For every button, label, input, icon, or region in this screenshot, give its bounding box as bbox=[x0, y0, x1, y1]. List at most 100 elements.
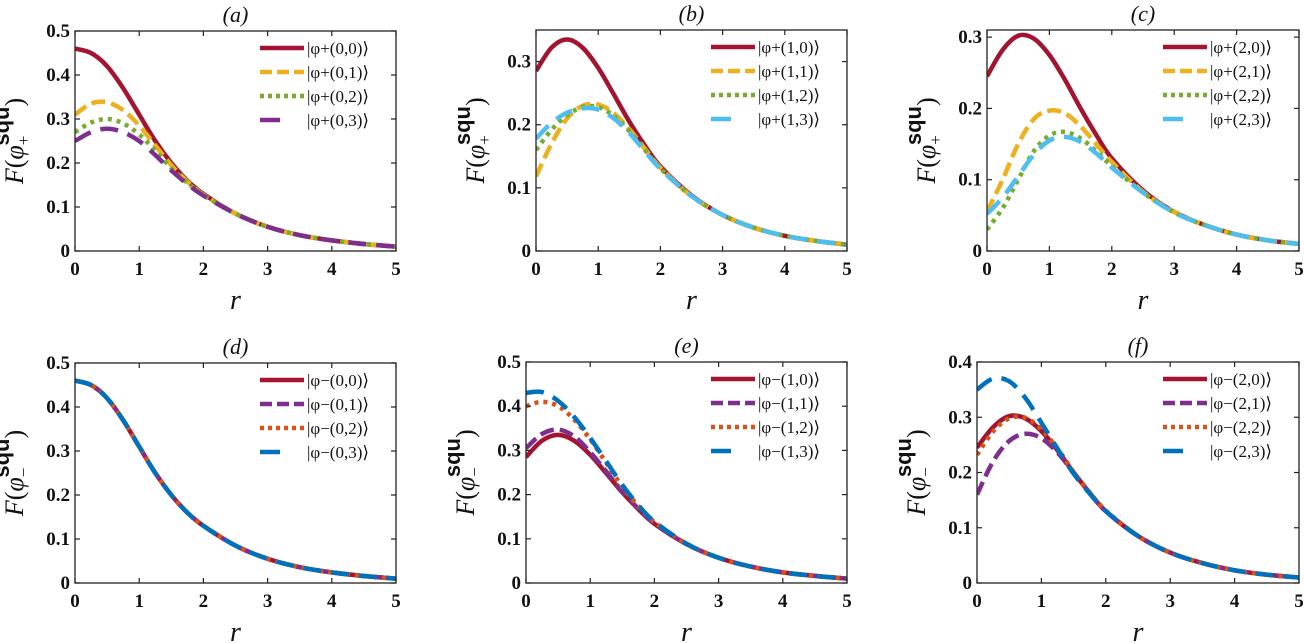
y-axis-label: F(φ+squ) bbox=[450, 97, 494, 184]
series-line-3 bbox=[536, 105, 847, 247]
series-line-3 bbox=[526, 389, 847, 581]
x-axis-label: r bbox=[230, 285, 241, 316]
series-line-0 bbox=[977, 413, 1299, 580]
legend-label: |φ−(0,0)⟩ bbox=[307, 371, 369, 390]
x-tick-label: 3 bbox=[1165, 591, 1175, 612]
y-axis-label: F(φ+squ) bbox=[901, 97, 945, 184]
y-label-phi: φ bbox=[912, 145, 941, 159]
y-axis-label: F(φ+squ) bbox=[0, 98, 33, 185]
panel-title: (d) bbox=[223, 334, 249, 359]
x-tick-label: 3 bbox=[714, 591, 724, 612]
x-tick-label: 4 bbox=[1230, 591, 1240, 612]
panel-title: (a) bbox=[223, 2, 249, 27]
x-tick-label: 3 bbox=[1169, 259, 1179, 280]
series-group bbox=[977, 375, 1299, 580]
legend-label: |φ+(2,1)⟩ bbox=[1210, 62, 1272, 81]
legend: |φ+(0,0)⟩ |φ+(0,1)⟩ |φ+(0,2)⟩ |φ+(0,3)⟩ bbox=[260, 39, 369, 130]
y-label-phi: φ bbox=[0, 145, 29, 159]
panel-c: (c)0 1 2 3 4 500.10.20.3rF(φ+squ)|φ+(2,0)⟩|φ+… bbox=[901, 1, 1304, 316]
legend-label: |φ+(0,2)⟩ bbox=[307, 87, 369, 106]
series-line-3 bbox=[987, 134, 1299, 247]
y-tick-label: 0.1 bbox=[507, 178, 531, 199]
x-tick-label: 1 bbox=[593, 259, 603, 280]
x-tick-label: 0 bbox=[521, 591, 531, 612]
x-tick-label: 4 bbox=[780, 259, 790, 280]
y-tick-label: 0.4 bbox=[497, 396, 521, 417]
y-tick-label: 0.2 bbox=[497, 485, 521, 506]
plot-frame bbox=[535, 29, 848, 252]
y-label-paren-open: ( bbox=[902, 491, 931, 500]
x-tick-label: 0 bbox=[70, 591, 80, 612]
x-tick-label: 1 bbox=[1045, 259, 1055, 280]
x-tick-label: 5 bbox=[842, 259, 852, 280]
series-line-2 bbox=[75, 116, 396, 249]
legend: |φ−(0,0)⟩ |φ−(0,1)⟩ |φ−(0,2)⟩ |φ−(0,3)⟩ bbox=[260, 371, 369, 462]
legend-label: |φ−(0,3)⟩ bbox=[307, 443, 369, 462]
panel-d: (d) 0 1 2 3 4 5 0 0.1 0.2 0.3 0.4 0.5 r F(φ−squ) |φ−(0,… bbox=[0, 334, 401, 643]
x-tick-label: 3 bbox=[263, 259, 273, 280]
y-tick-label: 0.5 bbox=[497, 352, 521, 373]
y-tick-label: 0.2 bbox=[507, 115, 531, 136]
y-label-F: F bbox=[912, 167, 941, 185]
legend-label: |φ−(0,1)⟩ bbox=[307, 395, 369, 414]
y-tick-label: 0.2 bbox=[958, 98, 982, 119]
legend-label: |φ−(0,2)⟩ bbox=[307, 419, 369, 438]
y-label-sup: squ bbox=[0, 439, 14, 478]
x-tick-label: 0 bbox=[972, 591, 982, 612]
y-axis-label: F(φ−squ) bbox=[440, 429, 484, 516]
plot-frame bbox=[74, 362, 397, 584]
series-line-3 bbox=[75, 378, 396, 581]
panel-title: (f) bbox=[1128, 333, 1149, 358]
legend: |φ+(1,0)⟩ |φ+(1,1)⟩ |φ+(1,2)⟩ |φ+(1,3)⟩ bbox=[711, 38, 820, 129]
x-tick-label: 1 bbox=[134, 591, 144, 612]
panel-title: (c) bbox=[1131, 1, 1155, 26]
y-label-paren-open: ( bbox=[451, 491, 480, 500]
y-label-phi: φ bbox=[461, 145, 490, 159]
legend-label: |φ−(1,3)⟩ bbox=[758, 442, 820, 461]
legend-label: |φ−(1,0)⟩ bbox=[758, 370, 820, 389]
y-label-paren-close: ) bbox=[912, 97, 941, 106]
panel-f: (f) 0 1 2 3 4 5 0 0.1 0.2 0.3 0.4 r F(φ−squ) |φ−(2,0)⟩… bbox=[891, 333, 1304, 643]
y-label-paren-close: ) bbox=[902, 429, 931, 438]
x-tick-label: 5 bbox=[391, 591, 401, 612]
y-label-paren-open: ( bbox=[461, 159, 490, 168]
legend: |φ+(2,0)⟩ |φ+(2,1)⟩ |φ+(2,2)⟩ |φ+(2,3)⟩ bbox=[1163, 38, 1272, 129]
legend: |φ−(1,0)⟩ |φ−(1,1)⟩ |φ−(1,2)⟩ |φ−(1,3)⟩ bbox=[711, 370, 820, 461]
y-label-F: F bbox=[451, 499, 480, 517]
y-tick-label: 0 bbox=[512, 573, 522, 594]
series-line-2 bbox=[536, 103, 847, 247]
series-line-1 bbox=[987, 108, 1299, 247]
x-tick-label: 1 bbox=[1037, 591, 1047, 612]
legend-label: |φ−(2,3)⟩ bbox=[1210, 442, 1272, 461]
x-tick-label: 2 bbox=[1107, 259, 1117, 280]
legend-label: |φ−(2,2)⟩ bbox=[1210, 418, 1272, 437]
legend-label: |φ−(1,2)⟩ bbox=[758, 418, 820, 437]
x-tick-label: 3 bbox=[263, 591, 273, 612]
y-label-phi: φ bbox=[902, 477, 931, 491]
y-tick-label: 0.2 bbox=[46, 485, 70, 506]
y-tick-label: 0.5 bbox=[46, 353, 70, 374]
y-label-phi: φ bbox=[0, 477, 29, 491]
x-tick-label: 2 bbox=[199, 259, 209, 280]
panel-a: (a) 0 1 2 3 4 5 0 0.1 0.2 0.3 0.4 0.5 r F(φ+squ) |φ+(0,… bbox=[0, 2, 401, 316]
y-label-phi: φ bbox=[451, 477, 480, 491]
x-tick-label: 2 bbox=[199, 591, 209, 612]
y-tick-label: 0.4 bbox=[46, 65, 70, 86]
y-tick-label: 0.2 bbox=[948, 463, 972, 484]
y-label-sub: + bbox=[14, 136, 33, 146]
y-tick-label: 0 bbox=[973, 241, 983, 262]
x-tick-label: 5 bbox=[1294, 259, 1304, 280]
y-label-F: F bbox=[0, 167, 29, 185]
legend-label: |φ+(1,0)⟩ bbox=[758, 38, 820, 57]
plot-frame bbox=[986, 29, 1300, 252]
y-tick-label: 0 bbox=[61, 573, 71, 594]
y-label-F: F bbox=[902, 499, 931, 517]
x-tick-label: 2 bbox=[650, 591, 660, 612]
y-tick-label: 0.1 bbox=[958, 170, 982, 191]
panel-b: (b)0 1 2 3 4 500.10.20.3rF(φ+squ)|φ+(1,0)⟩|φ+… bbox=[450, 1, 852, 316]
legend-label: |φ−(1,1)⟩ bbox=[758, 394, 820, 413]
y-tick-label: 0.3 bbox=[958, 27, 982, 48]
x-tick-label: 2 bbox=[1101, 591, 1111, 612]
y-label-sup: squ bbox=[440, 438, 465, 477]
